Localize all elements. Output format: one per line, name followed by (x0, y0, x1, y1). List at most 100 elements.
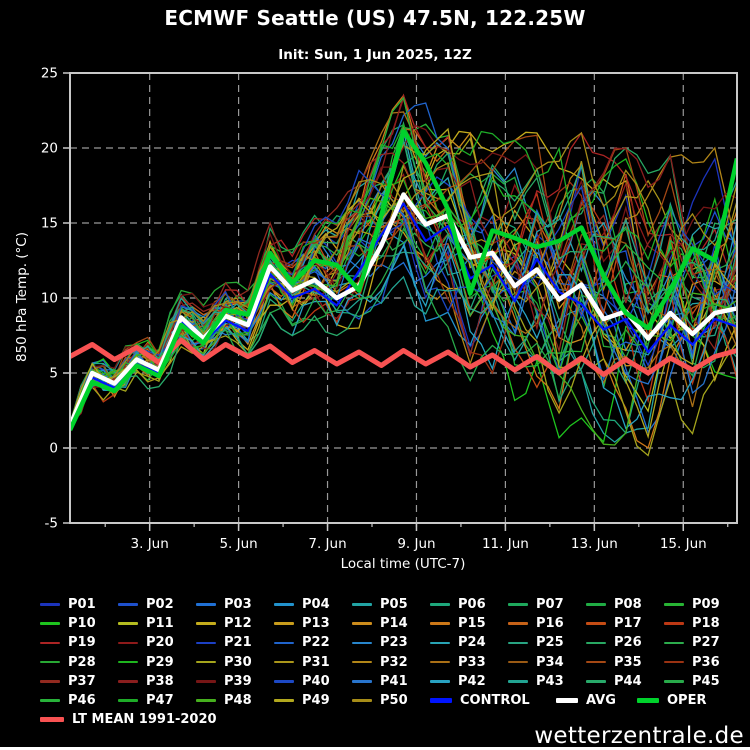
legend-label-p13: P13 (302, 616, 330, 632)
legend-label-p12: P12 (224, 616, 252, 632)
legend-swatch-p16 (508, 622, 528, 625)
legend-item-p36: P36 (664, 654, 720, 671)
y-tick-label: 0 (49, 441, 58, 457)
legend-swatch-p11 (118, 622, 138, 625)
legend-item-p47: P47 (118, 692, 174, 709)
legend-label-control: CONTROL (460, 693, 530, 708)
legend-swatch-p48 (196, 699, 216, 702)
legend-label-p47: P47 (146, 693, 174, 708)
legend-swatch-p23 (352, 641, 372, 645)
y-tick-label: 10 (41, 291, 58, 307)
x-tick-label: 11. Jun (482, 536, 529, 552)
legend-swatch-p08 (586, 603, 606, 606)
legend-swatch-p10 (40, 622, 60, 625)
legend-label-p34: P34 (536, 654, 564, 670)
legend-swatch-p49 (274, 699, 294, 702)
y-tick-label: 20 (41, 141, 58, 157)
legend-label-p30: P30 (224, 654, 252, 670)
legend-item-oper: OPER (637, 692, 706, 709)
legend-label-p09: P09 (692, 597, 720, 612)
legend-item-p50: P50 (352, 692, 408, 709)
legend-swatch-p21 (196, 641, 216, 645)
legend-label-p48: P48 (224, 693, 252, 708)
legend-label-p28: P28 (68, 654, 96, 670)
legend-label-p15: P15 (458, 616, 486, 632)
legend-swatch-p18 (664, 622, 684, 625)
legend-label-p19: P19 (68, 635, 96, 651)
legend-item-p46: P46 (40, 692, 96, 709)
legend-swatch-p46 (40, 699, 60, 702)
ensemble-members (70, 93, 737, 457)
legend-label-p33: P33 (458, 654, 486, 670)
legend-item-control: CONTROL (430, 692, 530, 709)
legend-label-p02: P02 (146, 597, 174, 612)
legend-swatch-p07 (508, 603, 528, 606)
legend-item-p19: P19 (40, 634, 96, 651)
legend-label-p41: P41 (380, 673, 408, 689)
legend-item-p05: P05 (352, 596, 408, 613)
legend-label-p35: P35 (614, 654, 642, 670)
legend-label-p16: P16 (536, 616, 564, 632)
legend-swatch-p43 (508, 680, 528, 683)
legend-swatch-p50 (352, 699, 372, 702)
legend-label-p14: P14 (380, 616, 408, 632)
legend-label-p25: P25 (536, 635, 564, 651)
legend-item-p08: P08 (586, 596, 642, 613)
legend-item-p10: P10 (40, 615, 96, 632)
legend-item-p40: P40 (274, 673, 330, 690)
legend-item-p07: P07 (508, 596, 564, 613)
legend-label-p39: P39 (224, 673, 252, 689)
legend-item-p45: P45 (664, 673, 720, 690)
legend-label-p43: P43 (536, 673, 564, 689)
legend-swatch-p27 (664, 641, 684, 645)
legend-swatch-p39 (196, 680, 216, 683)
x-axis-label: Local time (UTC-7) (340, 556, 466, 572)
legend-label-p27: P27 (692, 635, 720, 651)
legend-label-p20: P20 (146, 635, 174, 651)
legend-label-p45: P45 (692, 673, 720, 689)
legend-item-p18: P18 (664, 615, 720, 632)
legend-label-p22: P22 (302, 635, 330, 651)
ensemble-member-line-P33 (70, 111, 737, 426)
legend-swatch-p14 (352, 622, 372, 625)
bottom-divider (0, 747, 750, 750)
legend-item-p15: P15 (430, 615, 486, 632)
legend-swatch-p02 (118, 603, 138, 606)
legend-swatch-control (430, 698, 452, 703)
legend-label-lt-mean: LT MEAN 1991-2020 (72, 712, 217, 727)
legend-swatch-p45 (664, 680, 684, 683)
legend-swatch-p05 (352, 603, 372, 606)
legend-label-p42: P42 (458, 673, 486, 689)
legend-swatch-p34 (508, 660, 528, 664)
legend-swatch-p03 (196, 603, 216, 606)
legend-swatch-p42 (430, 680, 450, 683)
y-tick-label: 5 (49, 366, 58, 382)
legend-item-p26: P26 (586, 634, 642, 651)
legend-label-p11: P11 (146, 616, 174, 632)
x-tick-label: 9. Jun (397, 536, 435, 552)
legend-label-p37: P37 (68, 673, 96, 689)
legend-swatch-p33 (430, 660, 450, 664)
legend-label-p03: P03 (224, 597, 252, 612)
legend-swatch-p30 (196, 660, 216, 664)
legend-item-p21: P21 (196, 634, 252, 651)
legend-label-p04: P04 (302, 597, 330, 612)
legend-swatch-p31 (274, 660, 294, 664)
x-tick-label: 15. Jun (660, 536, 707, 552)
legend-swatch-p41 (352, 680, 372, 683)
legend-label-p29: P29 (146, 654, 174, 670)
ensemble-member-line-P28 (70, 202, 737, 425)
legend-item-p32: P32 (352, 654, 408, 671)
ensemble-member-line-P43 (70, 163, 737, 425)
watermark: wetterzentrale.de (534, 723, 744, 749)
legend-swatch-p22 (274, 641, 294, 645)
legend-item-p16: P16 (508, 615, 564, 632)
legend-item-p44: P44 (586, 673, 642, 690)
legend-item-p23: P23 (352, 634, 408, 651)
legend-swatch-p12 (196, 622, 216, 625)
legend-item-p20: P20 (118, 634, 174, 651)
legend-label-p17: P17 (614, 616, 642, 632)
legend-item-p04: P04 (274, 596, 330, 613)
legend-label-p32: P32 (380, 654, 408, 670)
